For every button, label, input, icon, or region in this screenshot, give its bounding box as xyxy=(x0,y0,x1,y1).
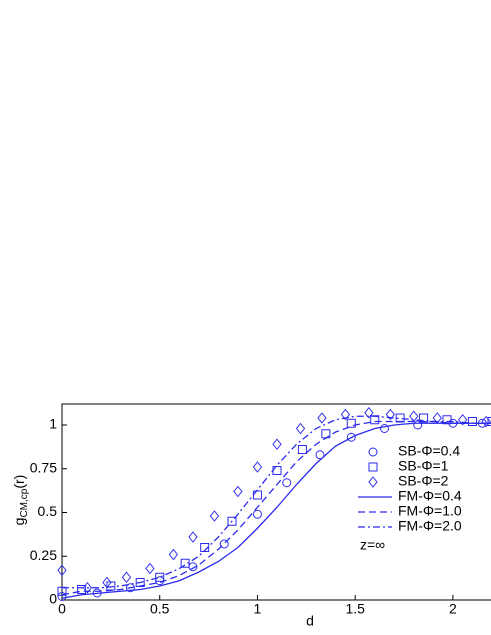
marker xyxy=(252,509,262,519)
x-tick-label: 2 xyxy=(449,601,457,617)
y-label-base: g xyxy=(11,518,27,526)
marker xyxy=(155,572,165,582)
legend-label: SB-Φ=1 xyxy=(398,458,449,474)
y-tick-label: 0 xyxy=(49,591,57,607)
x-tick-label: 0 xyxy=(58,601,66,617)
marker xyxy=(317,412,327,424)
x-tick-label: 1 xyxy=(254,601,262,617)
marker xyxy=(102,576,112,589)
marker xyxy=(295,422,306,435)
marker xyxy=(380,424,389,433)
y-tick-label: 0.25 xyxy=(30,547,57,563)
y-tick-label: 1 xyxy=(49,416,57,432)
marker xyxy=(209,510,220,522)
marker xyxy=(188,531,198,543)
marker xyxy=(481,415,491,428)
series-line xyxy=(61,422,491,599)
marker xyxy=(219,539,229,549)
marker xyxy=(252,490,262,500)
legend-label: FM-Φ=2.0 xyxy=(398,518,462,534)
legend-label: FM-Φ=0.4 xyxy=(398,488,462,504)
y-tick-label: 0.5 xyxy=(38,503,58,519)
marker xyxy=(200,543,210,552)
marker xyxy=(368,447,378,457)
plot-frame xyxy=(61,403,491,601)
marker xyxy=(145,562,155,575)
y-label-subscript: CM,cp xyxy=(19,488,30,517)
marker xyxy=(272,466,282,475)
marker xyxy=(340,408,351,421)
y-tick-label: 0.75 xyxy=(30,459,57,475)
marker xyxy=(368,462,378,472)
marker xyxy=(315,450,325,460)
legend-label: SB-Φ=0.4 xyxy=(398,443,460,459)
annotation: z=∞ xyxy=(360,537,385,553)
series-line xyxy=(61,420,491,596)
marker xyxy=(125,583,135,593)
marker xyxy=(121,571,132,584)
marker xyxy=(272,438,282,451)
marker xyxy=(458,413,468,426)
marker xyxy=(346,432,356,442)
marker xyxy=(77,585,87,594)
marker xyxy=(413,420,423,430)
marker xyxy=(168,548,179,561)
x-tick-label: 0.5 xyxy=(150,601,170,617)
marker xyxy=(368,476,378,488)
legend-label: FM-Φ=1.0 xyxy=(398,503,462,519)
marker xyxy=(82,581,93,594)
marker xyxy=(252,461,263,473)
marker xyxy=(297,445,307,454)
marker xyxy=(346,418,356,428)
marker xyxy=(180,558,190,568)
x-tick-label: 1.5 xyxy=(345,601,365,617)
marker xyxy=(487,417,491,426)
marker xyxy=(467,417,477,426)
series-line xyxy=(62,415,491,589)
marker xyxy=(57,564,67,577)
marker xyxy=(57,592,67,601)
y-axis-label: gCM,cp(r) xyxy=(11,475,30,526)
y-label-suffix: (r) xyxy=(11,475,27,489)
marker xyxy=(364,406,374,419)
marker xyxy=(233,485,243,498)
marker xyxy=(282,478,292,488)
marker xyxy=(227,516,237,526)
legend-label: SB-Φ=2 xyxy=(398,473,449,489)
marker xyxy=(385,408,396,421)
x-axis-label: d xyxy=(306,613,314,629)
